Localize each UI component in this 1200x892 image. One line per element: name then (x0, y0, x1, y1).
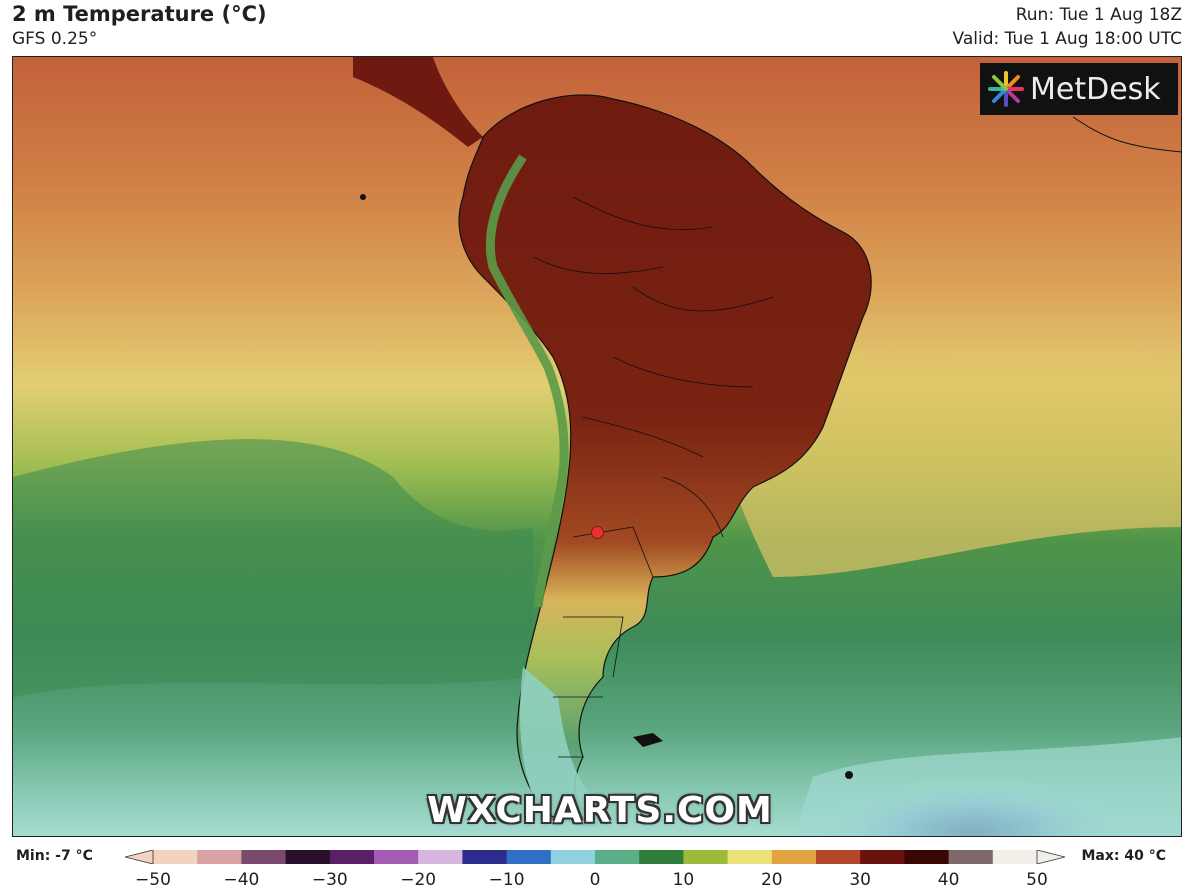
colorbar-cell (904, 850, 950, 864)
colorbar-cell (285, 850, 331, 864)
colorbar-cell (771, 850, 817, 864)
colorbar-tick-label: 0 (589, 870, 601, 890)
colorbar-tick-label: 40 (937, 870, 960, 890)
colorbar-cell (153, 850, 198, 864)
south-america-land (458, 94, 872, 818)
colorbar-max-label: Max: 40 °C (1081, 848, 1166, 864)
colorbar-tick-label: 20 (760, 870, 783, 890)
colorbar-cell (241, 850, 287, 864)
colorbar-cell (639, 850, 684, 864)
metdesk-burst-icon (988, 71, 1024, 107)
colorbar-tick-label: 50 (1026, 870, 1048, 890)
metdesk-logo: MetDesk (980, 63, 1178, 115)
wxcharts-watermark: WXCHARTS.COM (427, 790, 773, 831)
temperature-map[interactable] (12, 56, 1182, 837)
colorbar-cell (860, 850, 905, 864)
colorbar-cell (727, 850, 773, 864)
model-subtitle: GFS 0.25° (12, 29, 98, 49)
colorbar-cell (418, 850, 463, 864)
valid-time: Valid: Tue 1 Aug 18:00 UTC (952, 29, 1182, 49)
colorbar-tick-label: −30 (311, 870, 348, 890)
colorbar-cell (992, 850, 1038, 864)
run-time: Run: Tue 1 Aug 18Z (1015, 5, 1182, 25)
colorbar-cell (506, 850, 552, 864)
colorbar-tick-label: −40 (223, 870, 260, 890)
colorbar-cell (550, 850, 596, 864)
colorbar-cell (683, 850, 729, 864)
colorbar-min-label: Min: -7 °C (16, 848, 93, 864)
colorbar-cell (462, 850, 508, 864)
map-canvas (13, 57, 1181, 836)
colorbar-tick-label: −20 (400, 870, 437, 890)
colorbar-tick-label: −10 (488, 870, 525, 890)
chart-title: 2 m Temperature (°C) (12, 2, 267, 26)
colorbar-tick-label: −50 (135, 870, 171, 890)
metdesk-logo-text: MetDesk (1030, 71, 1161, 107)
colorbar-cell (374, 850, 419, 864)
location-dot-icon (591, 526, 604, 539)
colorbar-cell (948, 850, 994, 864)
colorbar-cell (329, 850, 375, 864)
colorbar-tick-label: 10 (672, 870, 695, 890)
colorbar-cell (197, 850, 242, 864)
temperature-colorbar (125, 850, 1065, 864)
colorbar-cell (816, 850, 861, 864)
colorbar-tick-label: 30 (849, 870, 872, 890)
colorbar-cell (595, 850, 640, 864)
